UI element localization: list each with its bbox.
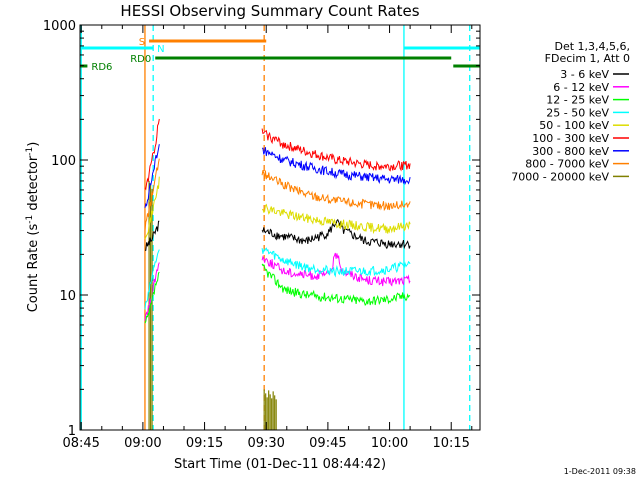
flag-label-3: RD0	[130, 54, 151, 65]
x-tick-label: 09:00	[124, 436, 161, 451]
y-tick-label: 1	[68, 424, 76, 439]
legend: Det 1,3,4,5,6,FDecim 1, Att 0 3 - 6 keV6 …	[511, 40, 630, 183]
y-axis-label: Count Rate (s-1 detector-1)	[25, 142, 41, 313]
legend-label-2: 12 - 25 keV	[546, 94, 609, 107]
y-tick-label: 1000	[43, 19, 76, 34]
y-axis-label-sup1: -1	[25, 215, 35, 224]
series-line	[144, 144, 160, 208]
legend-header-1: FDecim 1, Att 0	[545, 52, 630, 65]
series-line	[261, 128, 411, 172]
series-line	[261, 147, 411, 186]
chart-title: HESSI Observing Summary Count Rates	[120, 2, 419, 20]
x-tick-label: 09:15	[186, 436, 223, 451]
flag-label-4: RD6	[91, 62, 112, 73]
x-tick-label: 10:15	[432, 436, 469, 451]
series-6	[144, 144, 411, 208]
legend-label-8: 7000 - 20000 keV	[511, 170, 609, 183]
series-line	[144, 220, 160, 251]
legend-label-6: 300 - 800 keV	[532, 145, 609, 158]
legend-label-7: 800 - 7000 keV	[525, 158, 609, 171]
series-3	[144, 247, 411, 310]
y-axis: 1 10 100 1000	[43, 19, 480, 439]
x-axis-label: Start Time (01-Dec-11 08:44:42)	[174, 457, 386, 472]
plot-area: S N RD0 RD6	[80, 25, 480, 430]
y-axis-label-sup2: -1	[25, 147, 35, 156]
x-tick-label: 08:45	[62, 436, 99, 451]
legend-label-5: 100 - 300 keV	[532, 132, 609, 145]
series-2	[144, 263, 411, 324]
legend-header-0: Det 1,3,4,5,6,	[554, 40, 630, 53]
timestamp-footer: 1-Dec-2011 09:38	[564, 467, 636, 476]
series-line	[261, 203, 411, 235]
series-5	[144, 118, 411, 191]
y-axis-label-end: )	[26, 142, 41, 147]
series-line	[144, 176, 160, 240]
series-line	[144, 249, 160, 310]
y-tick-label: 100	[51, 154, 76, 169]
series-line	[144, 271, 160, 324]
legend-label-1: 6 - 12 keV	[553, 81, 609, 94]
y-axis-label-mid: detector	[26, 155, 41, 215]
series-4	[144, 176, 411, 240]
series-line	[261, 170, 411, 212]
x-axis: 08:45 09:00 09:15 09:30 09:45 10:00 10:15	[62, 25, 473, 451]
flag-label-0: S	[139, 37, 145, 48]
y-tick-label: 10	[59, 289, 76, 304]
x-tick-label: 09:30	[247, 436, 284, 451]
legend-label-0: 3 - 6 keV	[560, 68, 609, 81]
series-line	[144, 118, 160, 191]
plot-frame	[79, 24, 481, 431]
series-line	[261, 252, 411, 287]
series-line	[261, 263, 411, 306]
series-line	[261, 247, 411, 278]
x-tick-label: 10:00	[371, 436, 408, 451]
legend-label-3: 25 - 50 keV	[546, 106, 609, 119]
spike-1	[263, 389, 277, 430]
series-7	[144, 158, 411, 231]
legend-label-4: 50 - 100 keV	[539, 119, 609, 132]
x-tick-label: 09:45	[309, 436, 346, 451]
y-axis-label-main: Count Rate (s	[26, 224, 41, 313]
flag-label-1: N	[157, 44, 164, 55]
series-1	[144, 252, 411, 321]
series-line	[144, 158, 160, 231]
